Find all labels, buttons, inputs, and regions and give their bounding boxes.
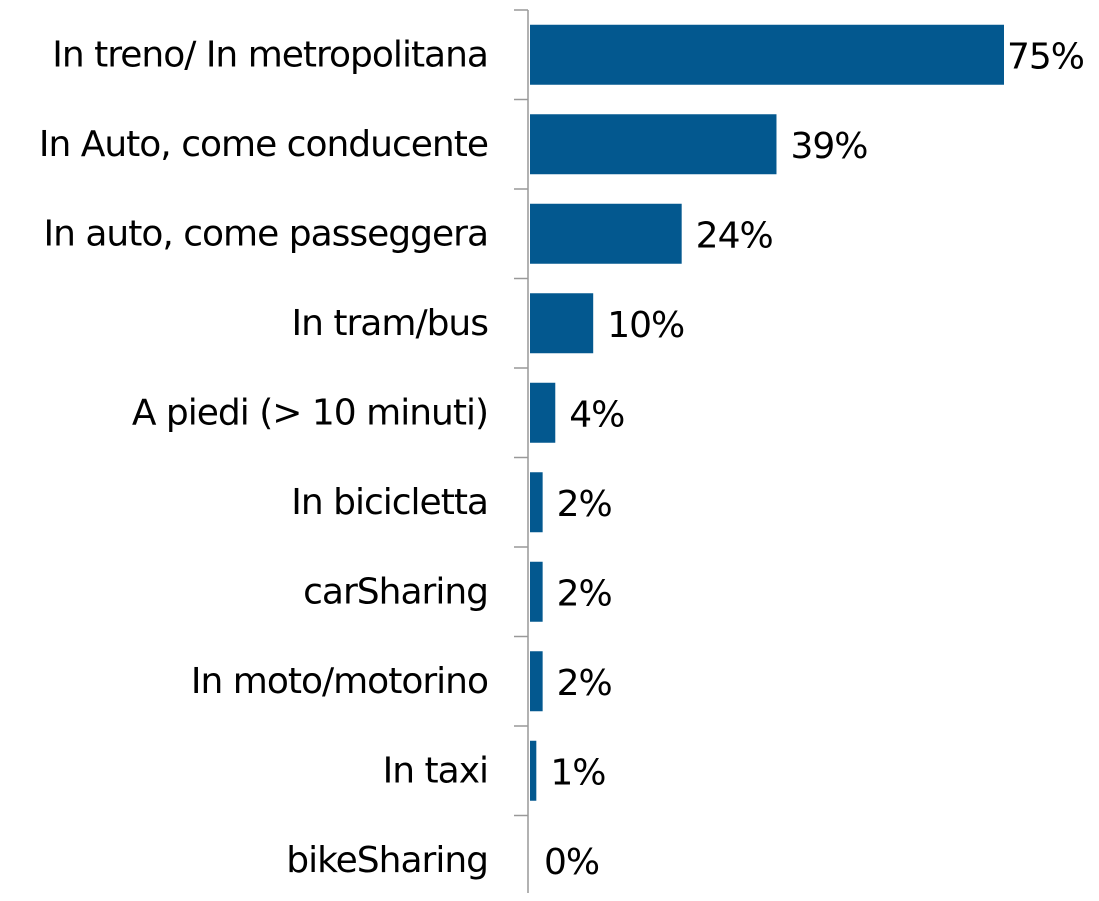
value-label: 2% <box>557 573 612 614</box>
category-label: In auto, come passeggera <box>43 213 488 254</box>
category-label: In tram/bus <box>292 303 488 344</box>
bar <box>530 561 543 622</box>
value-label: 39% <box>790 126 867 167</box>
bar <box>530 651 543 712</box>
bar <box>530 203 682 264</box>
value-label: 10% <box>607 305 684 346</box>
value-label: 4% <box>569 394 624 435</box>
bar <box>530 382 556 443</box>
category-label: carSharing <box>303 571 488 612</box>
category-label: A piedi (> 10 minuti) <box>132 392 488 433</box>
bar <box>530 24 1004 85</box>
bar <box>530 740 537 801</box>
bar <box>530 114 777 175</box>
value-label: 1% <box>550 752 605 793</box>
bar <box>530 472 543 533</box>
category-label: In moto/motorino <box>191 661 488 702</box>
value-label: 24% <box>696 215 773 256</box>
category-label: bikeSharing <box>286 840 488 881</box>
category-label: In bicicletta <box>291 482 488 523</box>
value-label: 75% <box>1007 36 1084 77</box>
value-label: 0% <box>544 842 599 883</box>
value-label: 2% <box>557 484 612 525</box>
category-label: In Auto, come conducente <box>39 124 488 165</box>
bar <box>530 293 594 354</box>
value-label: 2% <box>557 663 612 704</box>
category-label: In taxi <box>383 750 488 791</box>
category-label: In treno/ In metropolitana <box>52 34 488 75</box>
